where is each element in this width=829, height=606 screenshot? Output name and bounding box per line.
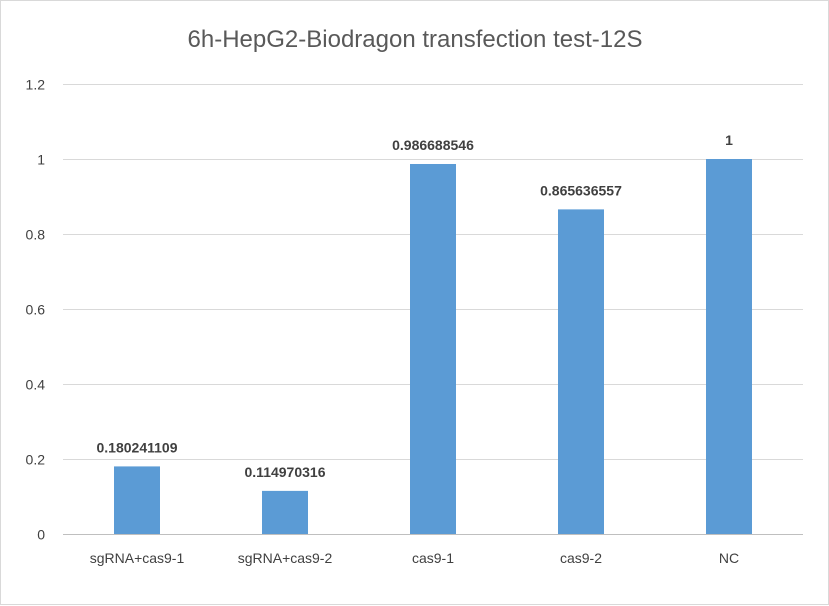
chart-title: 6h-HepG2-Biodragon transfection test-12S — [188, 26, 643, 53]
y-axis-ticks: 0 0.2 0.4 0.6 0.8 1 1.2 — [26, 77, 46, 543]
x-axis-categories: sgRNA+cas9-1 sgRNA+cas9-2 cas9-1 cas9-2 NC — [90, 550, 739, 566]
x-category-label: sgRNA+cas9-2 — [238, 550, 333, 566]
bar-3 — [410, 163, 456, 534]
bars — [114, 159, 752, 534]
y-tick-label: 0.8 — [26, 227, 46, 243]
data-label: 0.114970316 — [245, 464, 326, 480]
bar-1 — [114, 466, 160, 534]
data-label: 0.986688546 — [392, 137, 474, 153]
x-category-label: cas9-1 — [412, 550, 454, 566]
x-category-label: sgRNA+cas9-1 — [90, 550, 185, 566]
data-label: 0.180241109 — [97, 439, 178, 455]
data-labels: 0.180241109 0.114970316 0.986688546 0.86563… — [97, 132, 734, 480]
bar-2 — [262, 490, 308, 534]
y-tick-label: 0.4 — [26, 377, 46, 393]
data-label: 1 — [725, 132, 733, 148]
data-label: 0.865636557 — [540, 182, 622, 198]
y-tick-label: 0 — [37, 527, 45, 543]
y-tick-label: 0.2 — [26, 452, 46, 468]
bar-5 — [706, 159, 752, 534]
x-category-label: NC — [719, 550, 739, 566]
y-tick-label: 0.6 — [26, 302, 46, 318]
y-tick-label: 1 — [37, 152, 45, 168]
y-tick-label: 1.2 — [26, 77, 46, 93]
bar-4 — [558, 209, 604, 534]
x-category-label: cas9-2 — [560, 550, 602, 566]
